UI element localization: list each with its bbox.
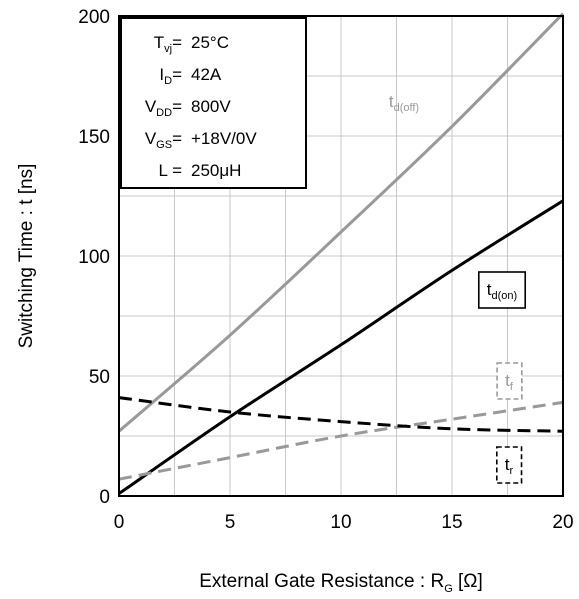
condition-symbol: ID=: [159, 65, 182, 87]
series-layer: [118, 12, 565, 495]
condition-symbol: VGS=: [145, 129, 182, 151]
condition-symbol: L =: [159, 161, 183, 180]
y-axis-title: Switching Time : t [ns]: [16, 164, 37, 349]
series-line-t-don: [118, 199, 564, 495]
x-tick-label: 20: [552, 512, 573, 533]
series-label-text: tr: [505, 455, 514, 477]
x-axis-title-sub: G: [444, 583, 453, 595]
conditions-box: Tvj= 25°C ID= 42A VDD= 800V VGS= +18V/0V L = 250μ…: [120, 17, 307, 189]
series-label-text: td(off): [389, 92, 419, 114]
series-label-t-r: tr: [495, 446, 523, 484]
series-line-t-f: [118, 400, 564, 481]
series-label-t-f: tf: [496, 362, 523, 400]
x-axis-title-main: External Gate Resistance : R: [199, 571, 444, 592]
conditions-frame: [120, 17, 307, 189]
y-tick-label: 100: [78, 247, 110, 268]
series-labels: td(off) td(on) tf tr: [389, 92, 527, 484]
x-tick-label: 10: [330, 512, 351, 533]
series-line-t-r: [118, 396, 564, 433]
condition-value: 42A: [191, 65, 222, 84]
series-label-box: [495, 446, 523, 484]
series-label-text: td(on): [487, 280, 517, 302]
x-tick-label: 5: [225, 512, 236, 533]
series-label-t-don: td(on): [477, 271, 527, 309]
condition-symbol: Tvj=: [154, 33, 182, 55]
x-axis-title: External Gate Resistance : RG [Ω]: [199, 571, 483, 595]
y-tick-label: 0: [99, 487, 110, 508]
y-tick-label: 200: [78, 7, 110, 28]
series-label-box: [496, 362, 523, 400]
series-label-t-doff: td(off): [389, 92, 419, 114]
y-tick-label: 150: [78, 127, 110, 148]
x-tick-label: 0: [114, 512, 125, 533]
series-line-t-doff: [118, 12, 565, 433]
x-tick-label: 15: [441, 512, 462, 533]
condition-symbol: VDD=: [145, 97, 182, 119]
condition-value: 250μH: [191, 161, 241, 180]
condition-value: +18V/0V: [191, 129, 257, 148]
series-label-box: [477, 271, 527, 309]
condition-value: 25°C: [191, 33, 229, 52]
condition-value: 800V: [191, 97, 231, 116]
plot-frame: [118, 15, 564, 497]
grid: [119, 16, 563, 496]
series-label-text: tf: [505, 371, 514, 393]
y-tick-label: 50: [89, 367, 110, 388]
x-axis-title-unit: [Ω]: [453, 571, 483, 592]
